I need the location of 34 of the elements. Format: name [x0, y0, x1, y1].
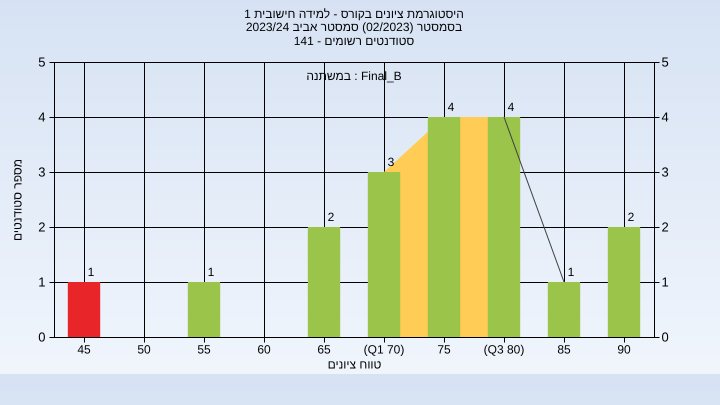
data-label: 4 — [508, 100, 515, 114]
data-label: 2 — [328, 210, 335, 224]
x-tick-label: (Q3 80) — [484, 342, 524, 356]
y2-tick-label: 4 — [662, 110, 669, 124]
chart-subtitle: בסמסטר (02/2023) סמסטר אביב 2023/24 סטודנטים רשומים - 141 — [246, 20, 462, 48]
y2-tick-label: 0 — [662, 330, 669, 344]
x-tick-label: 90 — [617, 342, 631, 356]
x-tick-label: 65 — [317, 342, 331, 356]
data-label: 2 — [628, 210, 635, 224]
y-tick-label: 3 — [38, 164, 46, 180]
data-label: 4 — [448, 100, 455, 114]
data-label: 1 — [568, 265, 575, 279]
data-label: 3 — [388, 155, 395, 169]
data-label: 1 — [208, 265, 215, 279]
x-tick-label: 75 — [437, 342, 451, 356]
chart-title: היסטוגרמת ציונים בקורס - למידה חישובית 1 — [244, 7, 464, 21]
x-tick-label: 60 — [257, 342, 271, 356]
x-tick-label: 45 — [77, 342, 91, 356]
data-label: 1 — [88, 265, 95, 279]
y2-tick-label: 5 — [662, 54, 669, 70]
x-axis-title: טווח ציונים — [328, 358, 382, 372]
y2-tick-label: 2 — [662, 220, 669, 234]
y2-tick-label: 1 — [662, 274, 669, 290]
y-tick-label: 5 — [38, 54, 46, 70]
y-axis-title: מספר סטודנטים — [10, 158, 24, 242]
x-tick-label: 85 — [557, 342, 571, 356]
y-tick-label: 4 — [38, 110, 46, 124]
x-tick-label: (Q1 70) — [364, 342, 404, 356]
y2-tick-label: 3 — [662, 164, 669, 180]
x-tick-label: 55 — [197, 342, 211, 356]
y-tick-label: 0 — [38, 330, 46, 344]
y-tick-label: 1 — [38, 274, 46, 290]
y-tick-label: 2 — [38, 220, 46, 234]
x-tick-label: 50 — [137, 342, 151, 356]
